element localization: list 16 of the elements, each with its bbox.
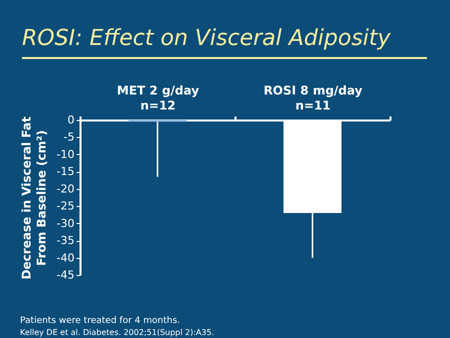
y-tick-label: -5 xyxy=(64,130,74,144)
y-tick-label: -25 xyxy=(56,200,74,213)
x-tick-label: MET 2 g/day n=12 xyxy=(116,84,200,112)
y-tick-label: 0 xyxy=(68,114,74,126)
x-tick-label: ROSI 8 mg/day n=11 xyxy=(264,84,363,112)
y-tick-label: -45 xyxy=(56,268,74,282)
y-tick-label: -10 xyxy=(56,148,74,161)
y-tick-label: -40 xyxy=(56,251,74,264)
y-tick-label: -30 xyxy=(56,216,74,230)
y-tick-label: -15 xyxy=(56,165,74,178)
y-tick-label: -35 xyxy=(56,234,74,248)
y-axis-title: Decrease in Visceral Fat From Baseline (cm²) xyxy=(20,116,49,280)
chart-title: ROSI: Effect on Visceral Adiposity xyxy=(22,26,392,51)
text: Patients were treated for 4 months. xyxy=(20,316,180,326)
text: Kelley DE et al. Diabetes. 2002;51(Suppl 2):A35. xyxy=(20,328,214,337)
y-tick-label: -20 xyxy=(56,182,74,196)
